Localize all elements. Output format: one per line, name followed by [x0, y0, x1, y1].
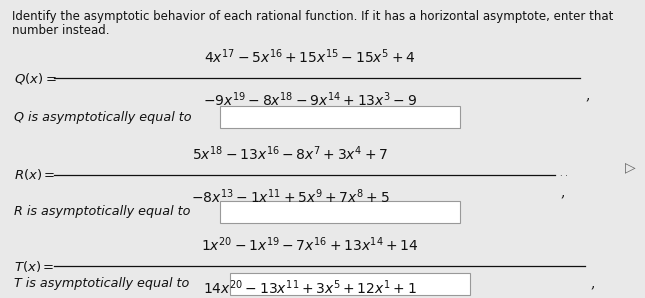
FancyBboxPatch shape — [220, 106, 460, 128]
Text: $1x^{20}-1x^{19}-7x^{16}+13x^{14}+14$: $1x^{20}-1x^{19}-7x^{16}+13x^{14}+14$ — [201, 235, 419, 254]
Text: ,: , — [585, 88, 590, 102]
FancyBboxPatch shape — [220, 201, 460, 223]
Text: $R(x) =$: $R(x) =$ — [14, 167, 55, 182]
Text: $4x^{17}-5x^{16}+15x^{15}-15x^5+4$: $4x^{17}-5x^{16}+15x^{15}-15x^5+4$ — [204, 47, 416, 66]
Text: Identify the asymptotic behavior of each rational function. If it has a horizont: Identify the asymptotic behavior of each… — [12, 10, 613, 23]
Text: $Q(x) =$: $Q(x) =$ — [14, 71, 57, 86]
Text: $T(x) =$: $T(x) =$ — [14, 258, 54, 274]
Text: $-9x^{19}-8x^{18}-9x^{14}+13x^3-9$: $-9x^{19}-8x^{18}-9x^{14}+13x^3-9$ — [203, 90, 417, 108]
Text: $14x^{20}-13x^{11}+3x^5+12x^1+1$: $14x^{20}-13x^{11}+3x^5+12x^1+1$ — [203, 278, 417, 297]
Text: $-8x^{13}-1x^{11}+5x^9+7x^8+5$: $-8x^{13}-1x^{11}+5x^9+7x^8+5$ — [191, 187, 390, 206]
Text: ,: , — [560, 185, 564, 199]
Text: T is asymptotically equal to: T is asymptotically equal to — [14, 277, 189, 291]
Text: ,: , — [590, 276, 595, 290]
Text: number instead.: number instead. — [12, 24, 110, 37]
FancyBboxPatch shape — [230, 273, 470, 295]
Text: R is asymptotically equal to: R is asymptotically equal to — [14, 206, 190, 218]
Text: $5x^{18}-13x^{16}-8x^7+3x^4+7$: $5x^{18}-13x^{16}-8x^7+3x^4+7$ — [192, 145, 388, 163]
Text: . .: . . — [560, 168, 568, 178]
Text: Q is asymptotically equal to: Q is asymptotically equal to — [14, 111, 192, 123]
Text: $\triangleright$: $\triangleright$ — [624, 162, 637, 176]
